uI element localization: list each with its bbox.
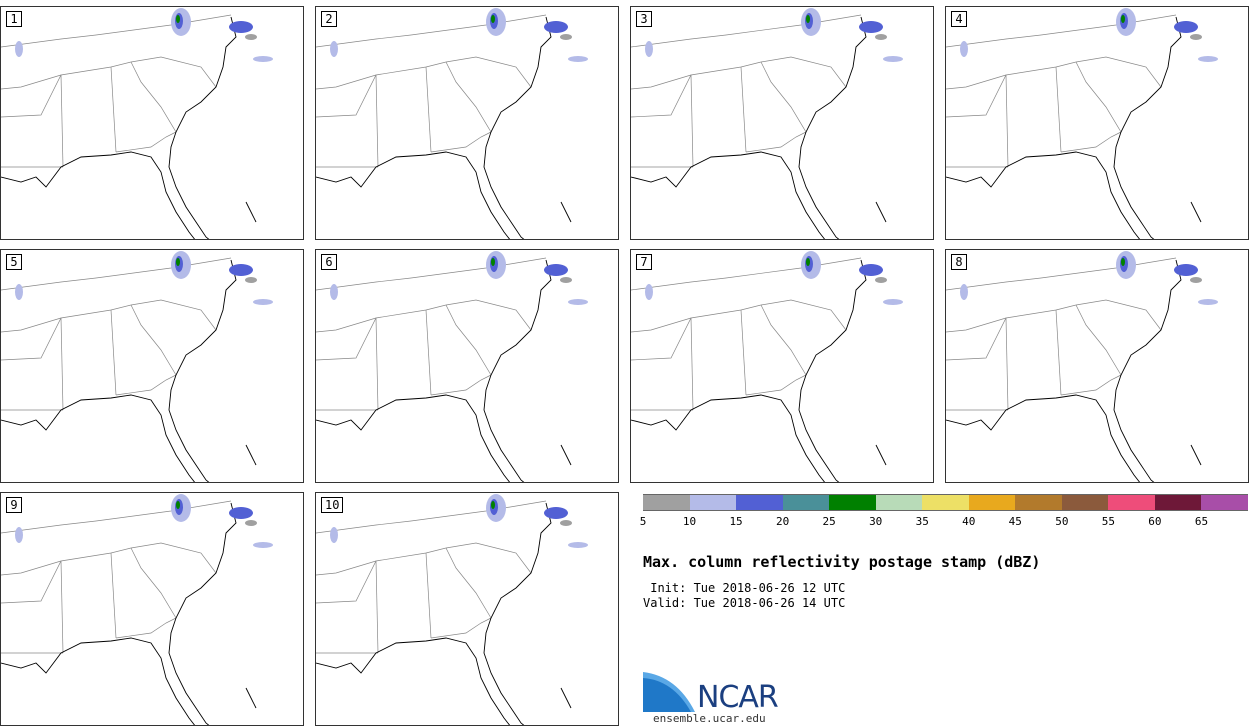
colorbar-segment: [875, 494, 923, 511]
reflectivity-colorbar: [643, 494, 1248, 511]
panel-member-label: 9: [6, 497, 22, 513]
colorbar-segment: [689, 494, 737, 511]
colorbar-tick-label: 45: [1008, 515, 1022, 528]
colorbar-segment: [1015, 494, 1062, 511]
colorbar-segment: [782, 494, 830, 511]
postage-stamp-panel-3: 3: [630, 6, 934, 240]
postage-stamp-panel-6: 6: [315, 249, 619, 483]
init-time: Init: Tue 2018-06-26 12 UTC: [643, 581, 846, 595]
panel-member-label: 7: [636, 254, 652, 270]
postage-stamp-panel-10: 10: [315, 492, 619, 726]
colorbar-tick-label: 35: [915, 515, 929, 528]
ensemble-member-map: [631, 8, 903, 239]
ensemble-member-map: [316, 494, 588, 725]
postage-stamp-panel-9: 9: [0, 492, 304, 726]
panel-member-label: 10: [321, 497, 344, 513]
ensemble-member-map: [316, 251, 588, 482]
ensemble-member-map: [316, 8, 588, 239]
ensemble-member-map: [946, 251, 1218, 482]
postage-stamp-panel-7: 7: [630, 249, 934, 483]
colorbar-segment: [643, 494, 690, 511]
panel-member-label: 5: [6, 254, 22, 270]
colorbar-tick-label: 15: [729, 515, 743, 528]
colorbar-tick-label: 40: [962, 515, 976, 528]
panel-member-label: 8: [951, 254, 967, 270]
postage-stamp-panel-5: 5: [0, 249, 304, 483]
panel-member-label: 2: [321, 11, 337, 27]
valid-time: Valid: Tue 2018-06-26 14 UTC: [643, 596, 846, 610]
panel-member-label: 6: [321, 254, 337, 270]
colorbar-tick-label: 65: [1194, 515, 1209, 528]
ensemble-member-map: [631, 251, 903, 482]
postage-stamp-panel-8: 8: [945, 249, 1249, 483]
colorbar-tick-label: 30: [869, 515, 883, 528]
panel-member-label: 1: [6, 11, 22, 27]
postage-stamp-panel-2: 2: [315, 6, 619, 240]
colorbar-tick-label: 20: [775, 515, 790, 528]
colorbar-segment: [1061, 494, 1109, 511]
ensemble-url: ensemble.ucar.edu: [653, 712, 766, 725]
ensemble-member-map: [1, 251, 273, 482]
ensemble-member-map: [1, 8, 273, 239]
panel-member-label: 3: [636, 11, 652, 27]
ensemble-member-map: [1, 494, 273, 725]
plot-title: Max. column reflectivity postage stamp (…: [643, 553, 1041, 571]
colorbar-segment: [736, 494, 783, 511]
colorbar-segment: [1201, 494, 1248, 511]
colorbar-segment: [1108, 494, 1155, 511]
colorbar-tick-label: 60: [1148, 515, 1162, 528]
panel-member-label: 4: [951, 11, 967, 27]
colorbar-tick-label: 50: [1055, 515, 1069, 528]
ncar-logo-text: NCAR: [697, 680, 779, 715]
ncar-logo-icon: [643, 672, 695, 712]
colorbar-tick-label: 5: [639, 515, 647, 528]
ensemble-member-map: [946, 8, 1218, 239]
colorbar-tick-label: 25: [822, 515, 836, 528]
colorbar-tick-label: 55: [1101, 515, 1115, 528]
colorbar-tick-label: 10: [682, 515, 697, 528]
postage-stamp-panel-4: 4: [945, 6, 1249, 240]
colorbar-segment: [829, 494, 876, 511]
colorbar-segment: [968, 494, 1016, 511]
colorbar-segment: [1154, 494, 1202, 511]
postage-stamp-panel-1: 1: [0, 6, 304, 240]
colorbar-segment: [922, 494, 969, 511]
